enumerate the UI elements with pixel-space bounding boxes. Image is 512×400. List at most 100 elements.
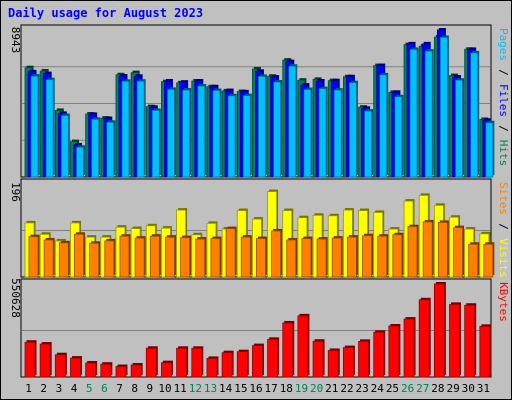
x-tick-label: 25 [386, 382, 399, 395]
bar-pages-day-28 [439, 37, 448, 178]
bar-pages-day-25 [394, 96, 403, 178]
x-tick-label: 8 [131, 382, 138, 395]
x-tick-label: 12 [189, 382, 202, 395]
bar-pages-day-7 [121, 80, 130, 178]
bar-sites-day-6 [104, 240, 115, 278]
bar-sites-day-30 [468, 243, 479, 278]
bar-sites-day-12 [195, 238, 206, 278]
bar-sites-day-16 [256, 238, 266, 278]
bar-sites-day-28 [437, 222, 448, 278]
bar-kbytes-day-11 [176, 347, 188, 378]
bar-sites-day-11 [180, 237, 191, 278]
bar-sites-day-13 [210, 238, 221, 278]
bar-kbytes-day-30 [464, 304, 476, 378]
bar-kbytes-day-18 [282, 322, 294, 378]
x-tick-label: 14 [219, 382, 233, 395]
legend-visits-sites: Sites / Visits [497, 182, 510, 278]
x-tick-label: 31 [477, 382, 490, 395]
bar-sites-day-23 [362, 235, 372, 278]
bar-pages-day-22 [348, 82, 357, 178]
bar-pages-day-4 [76, 146, 84, 178]
bar-kbytes-day-28 [433, 283, 445, 378]
bar-pages-day-30 [470, 52, 479, 178]
bar-sites-day-2 [43, 239, 54, 278]
x-axis: 1 2 3 4 5 6 7 8 9 10 11 12 13 14 15 16 17 18 19 20 21 22 23 24 2… [25, 382, 490, 395]
bar-sites-day-22 [346, 236, 357, 278]
bar-pages-day-10 [167, 88, 175, 178]
x-tick-label: 29 [446, 382, 459, 395]
legend-hits-files-pages: Pages / Files / Hits [497, 28, 510, 166]
legend-pages: Pages [497, 28, 510, 61]
legend-files: Files [497, 84, 510, 117]
bar-pages-day-31 [485, 122, 494, 178]
bar-kbytes-day-10 [161, 362, 172, 378]
x-tick-label: 7 [116, 382, 123, 395]
bar-kbytes-day-29 [449, 303, 460, 378]
bar-pages-day-2 [45, 79, 54, 178]
bar-sites-day-17 [271, 230, 281, 278]
bar-pages-day-16 [258, 76, 266, 178]
x-tick-label: 2 [40, 382, 47, 395]
bar-kbytes-day-3 [54, 354, 66, 378]
chart-title: Daily usage for August 2023 [8, 6, 203, 20]
bar-sites-day-10 [165, 236, 175, 278]
legend-separator: / [497, 69, 510, 76]
x-tick-label: 30 [462, 382, 475, 395]
bar-pages-day-1 [30, 75, 39, 178]
bar-kbytes-day-6 [100, 363, 112, 378]
bar-kbytes-day-31 [479, 325, 491, 378]
bar-kbytes-day-20 [312, 340, 324, 378]
bar-pages-day-20 [318, 88, 327, 178]
x-tick-label: 27 [416, 382, 429, 395]
bar-pages-day-23 [364, 110, 372, 178]
bar-sites-day-18 [286, 239, 297, 278]
bar-kbytes-day-9 [145, 347, 157, 378]
bar-pages-day-15 [242, 95, 251, 178]
bar-sites-day-15 [240, 236, 251, 278]
bar-pages-day-19 [303, 89, 312, 178]
bar-pages-day-21 [333, 89, 342, 178]
bar-kbytes-day-23 [358, 340, 369, 378]
bar-kbytes-day-25 [388, 325, 400, 378]
bar-kbytes-day-8 [130, 364, 142, 378]
bar-kbytes-day-17 [267, 338, 278, 378]
panel-visits-sites: 196 Sites / Visits [9, 178, 510, 278]
bar-pages-day-27 [424, 50, 433, 178]
bar-kbytes-day-14 [221, 352, 233, 378]
bar-pages-day-17 [273, 81, 281, 178]
x-tick-label: 19 [295, 382, 308, 395]
bar-pages-day-29 [455, 79, 463, 178]
bar-sites-day-21 [331, 237, 342, 278]
x-tick-label: 3 [56, 382, 63, 395]
bar-kbytes-day-16 [252, 345, 263, 378]
x-tick-label: 6 [101, 382, 108, 395]
legend-separator: / [497, 223, 510, 230]
bar-kbytes-day-27 [418, 299, 430, 378]
x-tick-label: 26 [401, 382, 414, 395]
bar-pages-day-18 [288, 65, 297, 178]
bar-pages-day-9 [151, 110, 160, 178]
legend-kbytes: KBytes [497, 282, 510, 322]
bar-sites-day-25 [392, 234, 403, 278]
bar-kbytes-day-15 [236, 351, 248, 378]
x-tick-label: 22 [340, 382, 353, 395]
x-tick-label: 5 [86, 382, 93, 395]
bar-kbytes-day-22 [342, 347, 354, 378]
x-tick-label: 23 [356, 382, 369, 395]
bar-pages-day-26 [409, 49, 418, 178]
x-tick-label: 21 [325, 382, 338, 395]
legend-separator: / [497, 125, 510, 132]
x-tick-label: 28 [431, 382, 444, 395]
bar-sites-day-27 [422, 221, 433, 278]
x-tick-label: 18 [280, 382, 293, 395]
legend-kbytes: KBytes [497, 282, 510, 322]
x-tick-label: 1 [25, 382, 32, 395]
bar-sites-day-8 [134, 237, 145, 278]
x-tick-label: 24 [371, 382, 385, 395]
bar-kbytes-day-26 [403, 318, 415, 378]
bar-kbytes-day-13 [206, 358, 218, 378]
bar-sites-day-5 [89, 242, 100, 278]
bar-pages-day-13 [212, 90, 221, 178]
panel-kbytes: 550628 KBytes [9, 278, 510, 378]
